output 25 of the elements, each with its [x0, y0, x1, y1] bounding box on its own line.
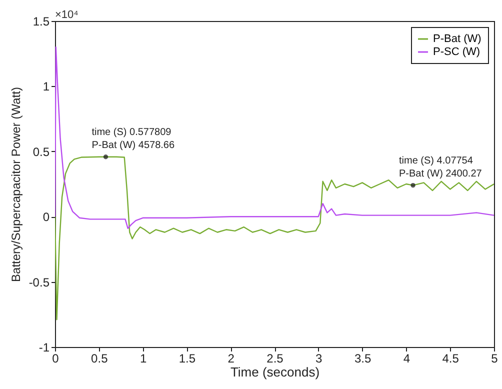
y-tick-label: 0.5	[32, 144, 50, 159]
annotation: time (S) 0.577809 P-Bat (W) 4578.66	[92, 126, 175, 151]
x-axis-title: Time (seconds)	[230, 364, 320, 380]
legend-label: P-SC (W)	[433, 46, 480, 58]
y-tick-label: 0	[42, 210, 50, 224]
text: ×10⁴	[55, 9, 79, 21]
annotation: time (S) 4.07754 P-Bat (W) 2400.27	[399, 155, 482, 180]
x-tick-label: 2.5	[266, 352, 284, 366]
y-tick-label: 1	[42, 80, 50, 94]
y-tick-label: 1.5	[32, 14, 50, 28]
x-tick-label: 3.5	[354, 352, 372, 366]
y-tick-label: -0.5	[28, 275, 50, 290]
x-tick-label: 2	[228, 352, 235, 366]
x-tick-label: 4.5	[442, 352, 460, 366]
y-tick-label: -1	[38, 340, 50, 354]
legend-label: P-Bat (W)	[433, 33, 482, 45]
x-tick-label: 1.5	[178, 352, 196, 366]
x-tick-label: 5	[491, 352, 498, 366]
x-tick-label: 0	[52, 352, 60, 366]
x-tick-label: 1	[140, 352, 147, 366]
line-series	[55, 46, 494, 229]
y-axis-title: Battery/Supercapacitor Power (Watt)	[8, 87, 23, 282]
x-tick-label: 4	[403, 352, 410, 366]
x-tick-label: 0.5	[91, 352, 108, 366]
x-tick-label: 3	[316, 352, 323, 366]
